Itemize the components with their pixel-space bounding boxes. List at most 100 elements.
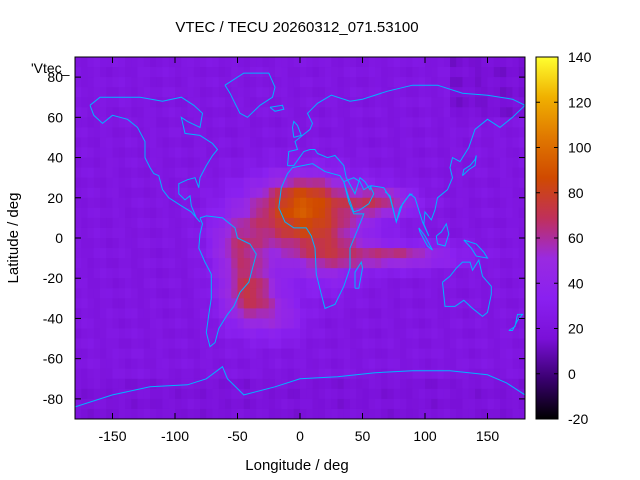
heatmap-cell bbox=[225, 167, 232, 179]
heatmap-cell bbox=[512, 348, 520, 360]
heatmap-cell bbox=[400, 348, 407, 360]
heatmap-cell bbox=[262, 318, 270, 330]
heatmap-cell bbox=[250, 358, 257, 370]
heatmap-cell bbox=[243, 398, 251, 410]
heatmap-cell bbox=[281, 197, 289, 209]
heatmap-cell bbox=[437, 388, 445, 400]
heatmap-cell bbox=[150, 87, 157, 98]
heatmap-cell bbox=[456, 358, 464, 370]
heatmap-cell bbox=[87, 67, 95, 78]
heatmap-cell bbox=[387, 388, 395, 400]
heatmap-cell bbox=[350, 358, 357, 370]
heatmap-cell bbox=[87, 197, 95, 209]
heatmap-cell bbox=[337, 137, 345, 149]
heatmap-cell bbox=[175, 117, 182, 128]
heatmap-cell bbox=[118, 378, 126, 390]
heatmap-cell bbox=[518, 97, 525, 108]
heatmap-cell bbox=[331, 378, 339, 390]
heatmap-cell bbox=[262, 308, 270, 320]
heatmap-cell bbox=[175, 258, 182, 269]
heatmap-cell bbox=[331, 107, 339, 118]
heatmap-cell bbox=[168, 408, 176, 419]
heatmap-cell bbox=[406, 87, 414, 98]
heatmap-cell bbox=[506, 197, 514, 209]
heatmap-cell bbox=[412, 338, 420, 350]
heatmap-cell bbox=[243, 217, 251, 229]
heatmap-cell bbox=[487, 197, 495, 209]
heatmap-cell bbox=[256, 107, 264, 118]
heatmap-cell bbox=[337, 258, 345, 269]
heatmap-cell bbox=[143, 298, 151, 309]
heatmap-cell bbox=[306, 378, 314, 390]
heatmap-cell bbox=[143, 197, 151, 209]
heatmap-cell bbox=[181, 77, 189, 88]
heatmap-cell bbox=[443, 177, 451, 189]
heatmap-cell bbox=[337, 238, 345, 249]
heatmap-cell bbox=[143, 67, 151, 78]
heatmap-cell bbox=[175, 298, 182, 309]
heatmap-cell bbox=[475, 77, 482, 88]
heatmap-cell bbox=[100, 127, 107, 139]
heatmap-cell bbox=[400, 87, 407, 98]
heatmap-cell bbox=[293, 87, 301, 98]
heatmap-cell bbox=[206, 308, 214, 320]
heatmap-cell bbox=[93, 378, 101, 390]
heatmap-cell bbox=[431, 328, 439, 340]
heatmap-cell bbox=[81, 77, 89, 88]
heatmap-cell bbox=[118, 147, 126, 159]
heatmap-cell bbox=[187, 388, 195, 400]
heatmap-cell bbox=[168, 238, 176, 249]
heatmap-cell bbox=[518, 388, 525, 400]
heatmap-cell bbox=[468, 197, 476, 209]
heatmap-cell bbox=[93, 127, 101, 139]
heatmap-cell bbox=[262, 97, 270, 108]
heatmap-cell bbox=[81, 217, 89, 229]
heatmap-cell bbox=[450, 358, 457, 370]
heatmap-cell bbox=[331, 147, 339, 159]
heatmap-cell bbox=[343, 298, 351, 309]
heatmap-cell bbox=[293, 358, 301, 370]
heatmap-cell bbox=[312, 328, 320, 340]
heatmap-cell bbox=[131, 137, 139, 149]
heatmap-cell bbox=[125, 217, 132, 229]
colorbar-tick-label: 80 bbox=[568, 185, 584, 201]
heatmap-cell bbox=[75, 358, 82, 370]
heatmap-cell bbox=[150, 137, 157, 149]
heatmap-cell bbox=[381, 268, 389, 279]
heatmap-cell bbox=[168, 77, 176, 88]
heatmap-cell bbox=[481, 167, 489, 179]
heatmap-cell bbox=[306, 207, 314, 219]
heatmap-cell bbox=[406, 348, 414, 360]
heatmap-cell bbox=[287, 117, 295, 128]
heatmap-cell bbox=[425, 187, 432, 199]
heatmap-cell bbox=[368, 157, 376, 169]
heatmap-cell bbox=[343, 318, 351, 330]
heatmap-cell bbox=[212, 97, 220, 108]
heatmap-cell bbox=[393, 67, 401, 78]
heatmap-cell bbox=[350, 127, 357, 139]
heatmap-cell bbox=[393, 167, 401, 179]
heatmap-cell bbox=[518, 147, 525, 159]
heatmap-cell bbox=[418, 338, 426, 350]
heatmap-cell bbox=[393, 358, 401, 370]
heatmap-cell bbox=[293, 248, 301, 259]
heatmap-cell bbox=[325, 338, 332, 350]
heatmap-cell bbox=[412, 227, 420, 239]
x-tick-label: 0 bbox=[296, 428, 304, 444]
heatmap-cell bbox=[293, 348, 301, 360]
heatmap-cell bbox=[412, 97, 420, 108]
heatmap-cell bbox=[93, 408, 101, 419]
heatmap-cell bbox=[437, 338, 445, 350]
heatmap-cell bbox=[212, 338, 220, 350]
heatmap-cell bbox=[150, 328, 157, 340]
heatmap-cell bbox=[243, 127, 251, 139]
heatmap-cell bbox=[381, 157, 389, 169]
heatmap-cell bbox=[468, 378, 476, 390]
heatmap-cell bbox=[368, 147, 376, 159]
heatmap-cell bbox=[356, 117, 364, 128]
heatmap-cell bbox=[168, 187, 176, 199]
heatmap-cell bbox=[206, 298, 214, 309]
heatmap-cell bbox=[131, 238, 139, 249]
heatmap-cell bbox=[218, 288, 226, 299]
heatmap-cell bbox=[518, 87, 525, 98]
